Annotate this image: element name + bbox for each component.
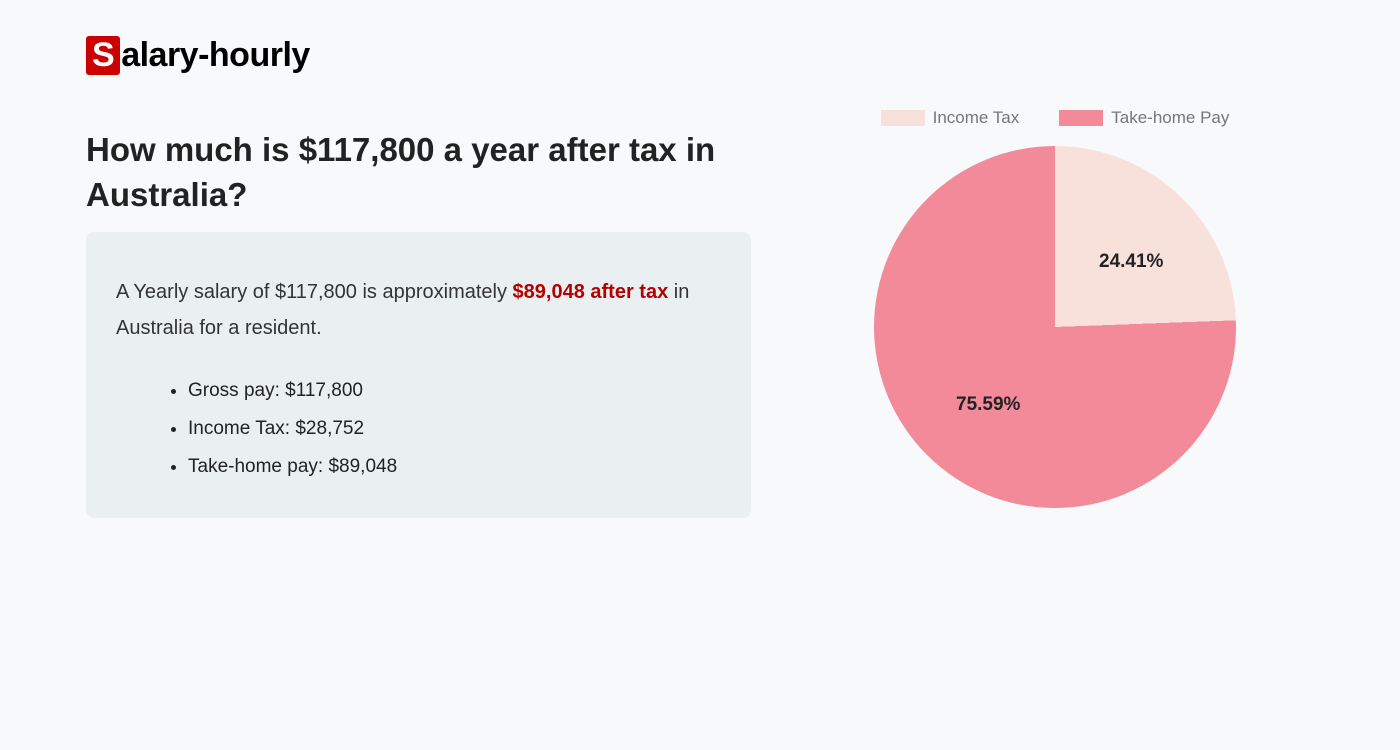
legend-item-income-tax: Income Tax <box>881 108 1020 128</box>
summary-box: A Yearly salary of $117,800 is approxima… <box>86 232 751 518</box>
pie-label-take-home: 75.59% <box>956 394 1020 416</box>
list-item: Income Tax: $28,752 <box>188 410 721 448</box>
logo-badge: S <box>86 36 120 75</box>
summary-highlight: $89,048 after tax <box>513 281 669 303</box>
summary-list: Gross pay: $117,800 Income Tax: $28,752 … <box>116 372 721 486</box>
legend-swatch-income-tax <box>881 110 925 126</box>
pie-chart-region: Income Tax Take-home Pay 24.41% 75.59% <box>830 108 1280 508</box>
pie-label-income-tax: 24.41% <box>1099 251 1163 273</box>
legend-item-take-home: Take-home Pay <box>1059 108 1229 128</box>
pie-chart <box>874 146 1236 508</box>
legend-label: Income Tax <box>933 108 1020 128</box>
legend-swatch-take-home <box>1059 110 1103 126</box>
logo-text: alary-hourly <box>121 36 310 74</box>
summary-lead: A Yearly salary of $117,800 is approxima… <box>116 274 721 346</box>
list-item: Gross pay: $117,800 <box>188 372 721 410</box>
site-logo: Salary-hourly <box>86 36 310 75</box>
pie-wrap: 24.41% 75.59% <box>874 146 1236 508</box>
chart-legend: Income Tax Take-home Pay <box>830 108 1280 128</box>
legend-label: Take-home Pay <box>1111 108 1229 128</box>
list-item: Take-home pay: $89,048 <box>188 448 721 486</box>
page-title: How much is $117,800 a year after tax in… <box>86 128 726 217</box>
summary-lead-prefix: A Yearly salary of $117,800 is approxima… <box>116 281 513 303</box>
